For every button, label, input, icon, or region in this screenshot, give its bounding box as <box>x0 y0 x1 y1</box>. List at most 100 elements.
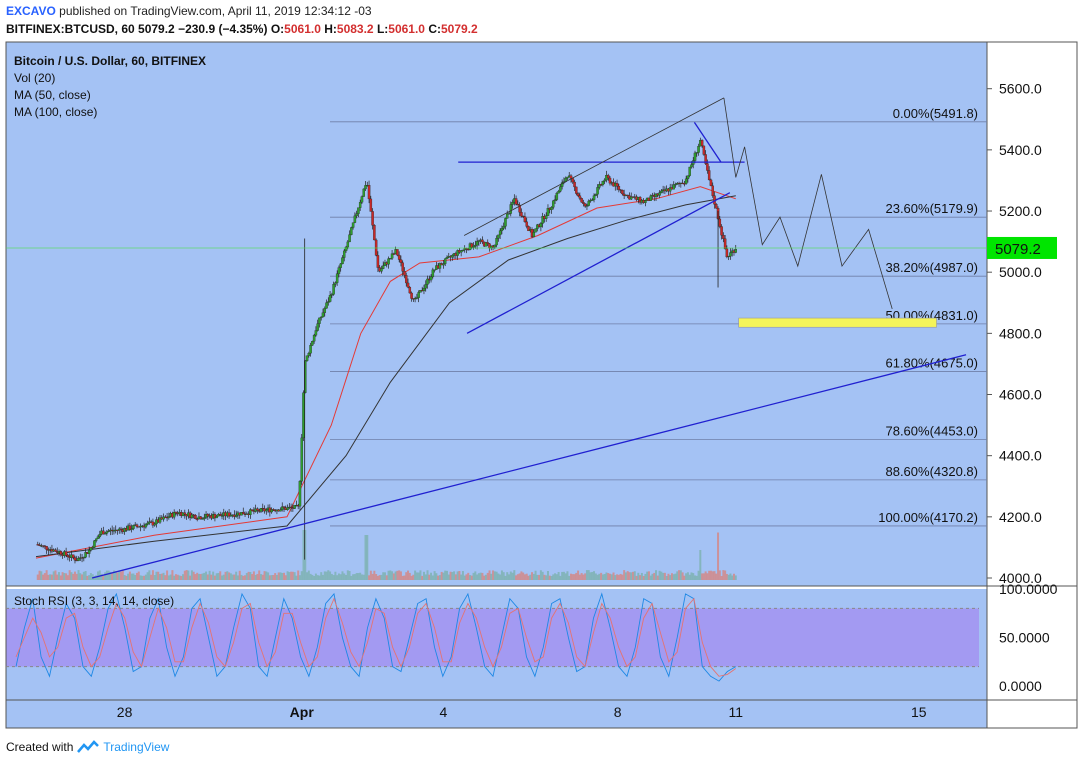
volume-bar <box>327 570 330 580</box>
candle-body <box>525 221 528 227</box>
candle-body <box>270 509 273 513</box>
candle-body <box>249 509 252 515</box>
volume-bar <box>554 573 557 580</box>
time-axis-pane <box>6 700 987 728</box>
volume-bar <box>283 572 286 580</box>
volume-bar <box>483 575 486 580</box>
volume-bar <box>566 571 569 580</box>
volume-bar <box>281 572 284 580</box>
volume-bar <box>619 573 622 580</box>
volume-bar <box>229 573 232 580</box>
candle-body <box>502 226 505 229</box>
volume-bar <box>669 575 672 580</box>
volume-bar <box>591 571 594 580</box>
candle-body <box>507 213 511 215</box>
candle-body <box>709 179 713 186</box>
volume-bar <box>242 575 245 580</box>
volume-bar <box>143 575 146 580</box>
volume-bar <box>396 570 399 580</box>
volume-bar <box>484 574 487 580</box>
volume-bar <box>203 572 206 580</box>
volume-bar <box>513 570 516 580</box>
volume-bar <box>490 573 493 580</box>
candle-body <box>302 392 305 439</box>
volume-bar <box>681 572 684 580</box>
volume-bar <box>320 572 323 580</box>
candle-body <box>328 295 332 302</box>
volume-bar <box>431 575 434 580</box>
candle-body <box>498 230 502 236</box>
volume-bar <box>458 571 461 580</box>
candle-body <box>514 198 518 205</box>
volume-bar <box>314 573 317 580</box>
volume-bar <box>132 573 135 580</box>
candle-body <box>410 292 413 299</box>
candle-body <box>381 265 385 269</box>
candle-body <box>311 341 314 346</box>
candle-body <box>105 531 109 534</box>
volume-bar <box>169 574 172 580</box>
volume-bar <box>731 575 734 580</box>
candle-body <box>695 152 699 154</box>
volume-bar <box>383 572 386 580</box>
candle-body <box>289 506 293 508</box>
volume-bar <box>371 573 374 580</box>
volume-bar <box>107 570 110 580</box>
volume-bar <box>300 571 303 580</box>
candle-body <box>346 241 350 248</box>
volume-bar <box>410 575 413 580</box>
volume-bar <box>511 572 514 580</box>
volume-bar <box>135 572 138 580</box>
candle-body <box>103 533 107 535</box>
volume-bar <box>95 575 98 580</box>
volume-bar <box>128 571 131 580</box>
volume-bar <box>249 572 252 580</box>
volume-bar <box>102 575 105 580</box>
candle-body <box>495 238 498 246</box>
volume-bar <box>357 573 360 580</box>
candle-body <box>474 244 477 247</box>
candle-body <box>128 525 132 530</box>
candle-body <box>84 552 87 558</box>
volume-bar <box>713 571 716 580</box>
candle-body <box>711 185 714 196</box>
tradingview-brand[interactable]: TradingView <box>103 740 170 754</box>
author-name[interactable]: EXCAVO <box>6 4 56 18</box>
volume-bar <box>309 573 312 580</box>
candle-body <box>438 263 442 269</box>
volume-bar <box>295 575 298 580</box>
candle-body <box>406 282 410 288</box>
volume-bar <box>398 570 401 580</box>
candle-body <box>419 290 422 293</box>
quote-header: BITFINEX:BTCUSD, 60 5079.2 −230.9 (−4.35… <box>6 22 478 36</box>
volume-bar <box>412 574 415 580</box>
volume-bar <box>330 573 333 580</box>
price-axis-pane <box>987 42 1077 728</box>
candle-body <box>190 514 194 518</box>
volume-bar <box>66 575 69 580</box>
price-tick-label: 5000.0 <box>999 264 1042 280</box>
volume-bar <box>307 570 310 580</box>
volume-bar <box>174 574 177 580</box>
candle-body <box>617 186 621 190</box>
volume-bar <box>373 570 376 580</box>
candle-body <box>638 196 642 203</box>
volume-bar <box>474 571 477 580</box>
candle-body <box>417 292 420 298</box>
volume-bar <box>603 574 606 580</box>
volume-bar <box>288 572 291 580</box>
volume-bar <box>552 574 555 580</box>
candle-body <box>130 528 133 530</box>
volume-bar <box>270 575 273 580</box>
candle-body <box>203 517 206 519</box>
volume-bar <box>183 570 186 580</box>
volume-bar <box>493 571 496 580</box>
volume-bar <box>509 571 512 580</box>
high-value: 5083.2 <box>336 22 374 36</box>
candle-body <box>318 317 321 324</box>
candle-body <box>415 297 419 299</box>
candle-body <box>373 225 376 241</box>
volume-bar <box>527 575 530 580</box>
candle-body <box>608 177 612 184</box>
